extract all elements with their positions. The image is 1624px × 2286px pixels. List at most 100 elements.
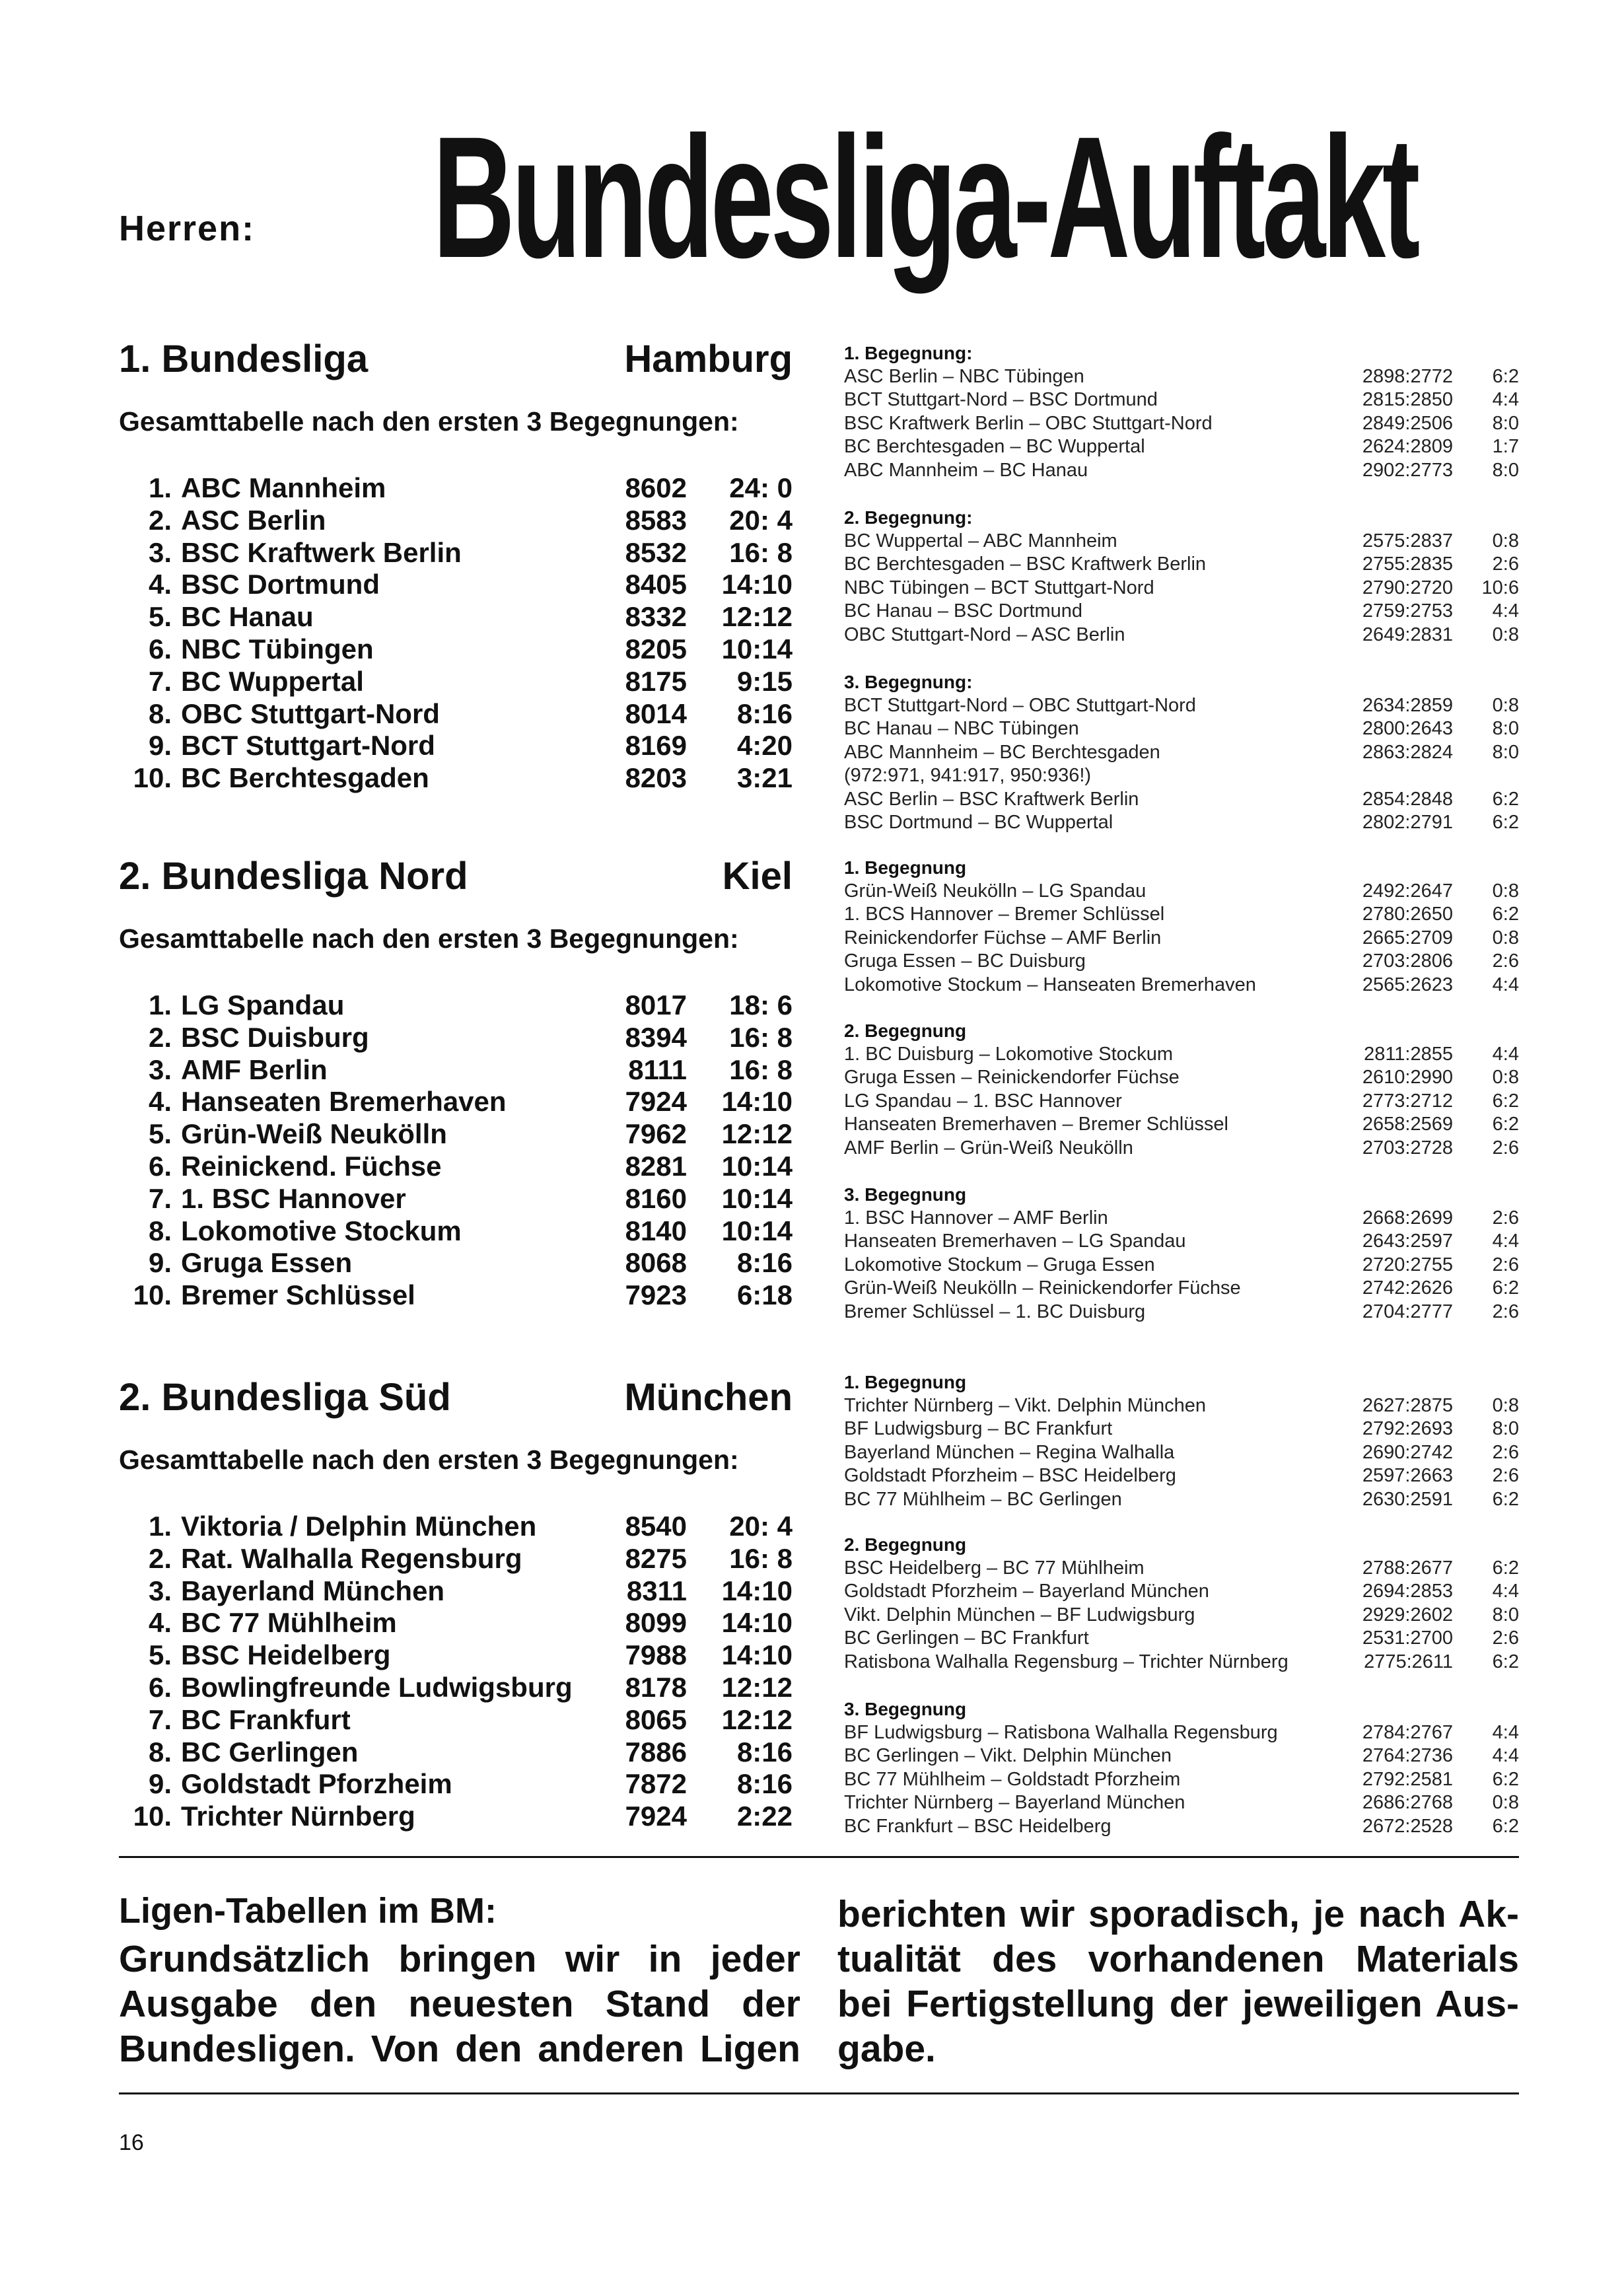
footer-line: Bundesligen. Von den anderen Ligen (119, 2028, 800, 2070)
match-result: 8:0 (1492, 459, 1519, 481)
match-result: 0:8 (1492, 880, 1519, 902)
match-teams: BC Berchtesgaden – BC Wuppertal (844, 436, 1145, 457)
table-row: 1. Viktoria / Delphin München 8540 20: 4 (119, 1511, 793, 1543)
table-row: 6. Reinickend. Füchse 8281 10:14 (119, 1151, 793, 1183)
table-row: 2. Rat. Walhalla Regensburg 8275 16: 8 (119, 1543, 793, 1575)
match-teams: BSC Dortmund – BC Wuppertal (844, 812, 1113, 833)
pins: 8175 (625, 665, 687, 697)
match-teams: BCT Stuttgart-Nord – BSC Dortmund (844, 389, 1158, 410)
match-result: 2:6 (1492, 1137, 1519, 1159)
match-pins: 2800:2643 (1362, 718, 1453, 739)
match-pins: 2610:2990 (1362, 1067, 1453, 1088)
match-result: 4:4 (1492, 600, 1519, 622)
table-row: 10. BC Berchtesgaden 8203 3:21 (119, 762, 793, 795)
pins: 8099 (625, 1607, 687, 1639)
match-result: 4:4 (1492, 1581, 1519, 1602)
match-teams: Lokomotive Stockum – Hanseaten Bremerhav… (844, 974, 1256, 995)
rank: 1. (148, 989, 172, 1020)
match-teams: Trichter Nürnberg – Bayerland München (844, 1792, 1185, 1813)
team: Bremer Schlüssel (181, 1279, 415, 1311)
team: Viktoria / Delphin München (181, 1511, 537, 1542)
pins: 8178 (625, 1671, 687, 1703)
team: Reinickend. Füchse (181, 1150, 442, 1182)
points: 14:10 (721, 1086, 793, 1118)
match-pins: 2815:2850 (1362, 389, 1453, 410)
round-block: 1. Begegnung Trichter Nürnberg – Vikt. De… (844, 1371, 1519, 1511)
league-name: 1. Bundesliga (119, 338, 369, 380)
pins: 8275 (625, 1542, 687, 1574)
rank: 4. (148, 1086, 172, 1118)
table-row: 2. BSC Duisburg 8394 16: 8 (119, 1022, 793, 1054)
round-title: 3. Begegnung (844, 1184, 967, 1205)
points: 20: 4 (729, 504, 793, 536)
match-row: Hanseaten Bremerhaven – Bremer Schlüssel… (844, 1113, 1519, 1137)
match-pins: 2802:2791 (1362, 812, 1453, 833)
match-pins: 2775:2611 (1364, 1651, 1453, 1672)
match-teams: Ratisbona Walhalla Regensburg – Trichter… (844, 1651, 1289, 1672)
match-teams: Bremer Schlüssel – 1. BC Duisburg (844, 1301, 1146, 1322)
match-pins: 2492:2647 (1362, 880, 1453, 902)
rank: 1. (148, 472, 172, 503)
match-row: Hanseaten Bremerhaven – LG Spandau 2643:2… (844, 1230, 1519, 1254)
match-teams: Hanseaten Bremerhaven – Bremer Schlüssel (844, 1114, 1228, 1135)
match-result: 2:6 (1492, 950, 1519, 972)
points: 16: 8 (729, 1054, 793, 1085)
match-result: 0:8 (1492, 1394, 1519, 1416)
footer-line: berichten wir sporadisch, je nach Ak- (837, 1893, 1519, 1935)
match-pins: 2902:2773 (1362, 459, 1453, 481)
match-teams: Gruga Essen – Reinickendorfer Füchse (844, 1067, 1180, 1088)
match-teams: BC 77 Mühlheim – BC Gerlingen (844, 1488, 1122, 1510)
match-pins: 2784:2767 (1362, 1721, 1453, 1743)
match-row: Grün-Weiß Neukölln – Reinickendorfer Füc… (844, 1277, 1519, 1301)
team: BC Frankfurt (181, 1703, 351, 1735)
match-pins: 2764:2736 (1362, 1745, 1453, 1766)
rank: 6. (148, 1671, 172, 1703)
match-row: 1. BC Duisburg – Lokomotive Stockum 2811:… (844, 1043, 1519, 1067)
table-row: 7. BC Frankfurt 8065 12:12 (119, 1704, 793, 1736)
round-title: 3. Begegnung (844, 1699, 967, 1719)
match-pins: 2759:2753 (1362, 600, 1453, 622)
pins: 8394 (625, 1021, 687, 1053)
match-result: 6:2 (1492, 365, 1519, 387)
match-result: 0:8 (1492, 1792, 1519, 1813)
match-row: Reinickendorfer Füchse – AMF Berlin 2665:… (844, 927, 1519, 950)
match-teams: Goldstadt Pforzheim – Bayerland München (844, 1581, 1209, 1602)
match-pins: 2565:2623 (1362, 974, 1453, 995)
match-result: 0:8 (1492, 624, 1519, 645)
match-result: 2:6 (1492, 1465, 1519, 1486)
match-row: Gruga Essen – Reinickendorfer Füchse 2610… (844, 1066, 1519, 1090)
points: 12:12 (721, 1118, 793, 1150)
rank: 3. (148, 536, 172, 568)
pins: 8602 (625, 472, 687, 503)
match-row: BC Gerlingen – Vikt. Delphin München 2764… (844, 1744, 1519, 1768)
match-pins: 2790:2720 (1362, 577, 1453, 598)
table-row: 8. BC Gerlingen 7886 8:16 (119, 1736, 793, 1769)
match-result: 4:4 (1492, 389, 1519, 410)
footer-text-left: Grundsätzlich bringen wir in jeder Ausgab… (119, 1937, 800, 2071)
team: ASC Berlin (181, 504, 326, 536)
match-pins: 2720:2755 (1362, 1254, 1453, 1275)
match-pins: 2658:2569 (1362, 1114, 1453, 1135)
pins: 7924 (625, 1086, 687, 1118)
match-pins: 2686:2768 (1362, 1792, 1453, 1813)
match-pins: 2627:2875 (1362, 1394, 1453, 1416)
rank: 3. (148, 1575, 172, 1606)
match-result: 6:2 (1492, 1090, 1519, 1112)
rank: 7. (148, 665, 172, 697)
points: 12:12 (721, 1703, 793, 1735)
pins: 7962 (625, 1118, 687, 1150)
footer-line: gabe. (837, 2028, 936, 2070)
footer-line: tualität des vorhandenen Materials (837, 1938, 1519, 1980)
match-teams: AMF Berlin – Grün-Weiß Neukölln (844, 1137, 1133, 1159)
points: 8:16 (736, 1768, 793, 1800)
match-row: Goldstadt Pforzheim – BSC Heidelberg 2597… (844, 1464, 1519, 1488)
match-teams: ASC Berlin – NBC Tübingen (844, 365, 1084, 387)
pins: 8332 (625, 601, 687, 633)
league-section: 1. Bundesliga Hamburg Gesamttabelle nach d… (119, 337, 793, 795)
match-teams: OBC Stuttgart-Nord – ASC Berlin (844, 624, 1125, 645)
table-row: 3. BSC Kraftwerk Berlin 8532 16: 8 (119, 537, 793, 569)
footer-line: Grundsätzlich bringen wir in jeder (119, 1938, 800, 1980)
table-row: 3. Bayerland München 8311 14:10 (119, 1575, 793, 1608)
match-pins: 2665:2709 (1362, 927, 1453, 948)
pins: 8205 (625, 633, 687, 664)
